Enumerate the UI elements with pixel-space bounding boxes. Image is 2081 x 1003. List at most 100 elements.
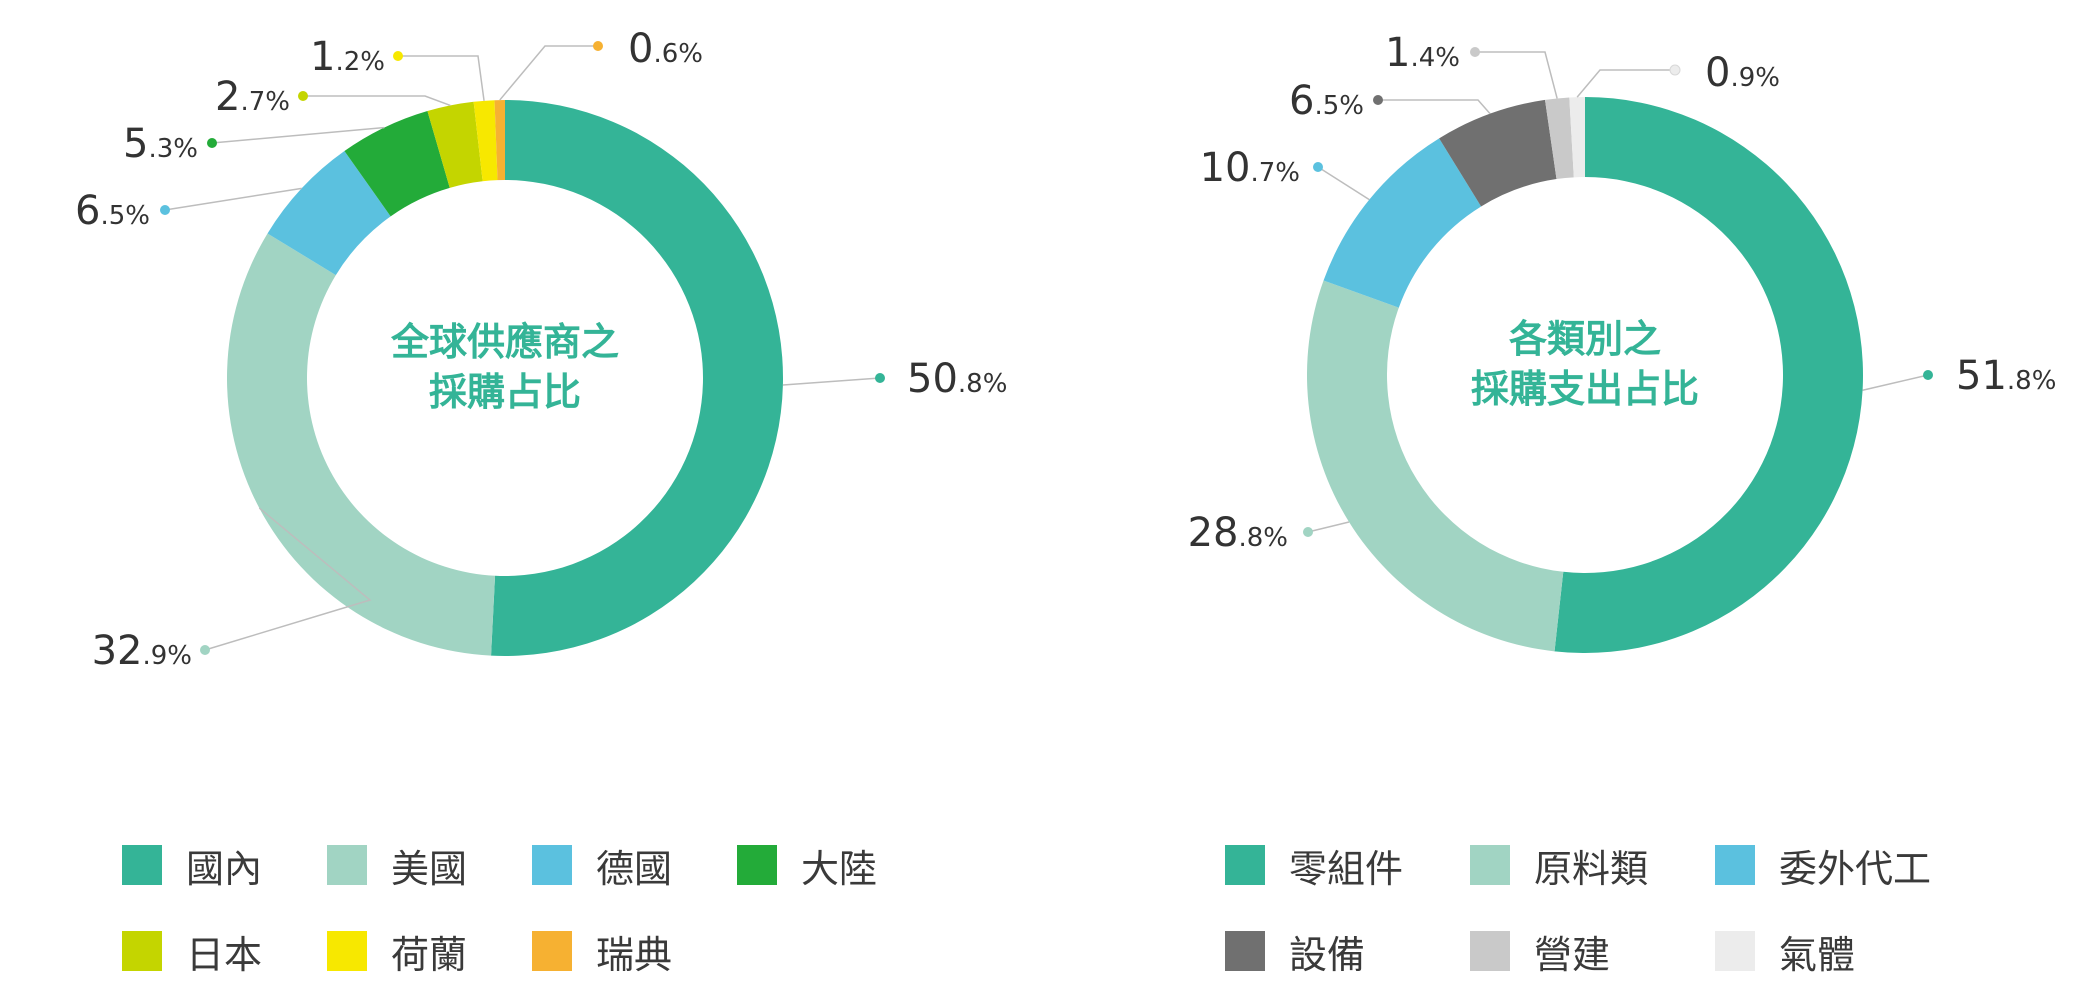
- legend-label: 大陸: [801, 846, 878, 891]
- legend-procurement-by-region: 國內 美國 德國 大陸日本 荷蘭 瑞典: [122, 845, 942, 977]
- legend-label: 美國: [391, 846, 468, 891]
- legend-item-瑞典: 瑞典: [532, 931, 737, 977]
- leader-dot: [1470, 47, 1480, 57]
- leader-line: [204, 507, 372, 651]
- legend-item-委外代工: 委外代工: [1715, 845, 1960, 891]
- data-label: 50.8%: [907, 356, 1007, 402]
- legend-label: 國內: [186, 846, 263, 891]
- chart-title-line: 採購占比: [429, 370, 581, 414]
- legend-swatch: [122, 931, 162, 971]
- slice-大陸: [344, 111, 450, 217]
- legend-swatch: [1715, 931, 1755, 971]
- data-label: 5.3%: [123, 121, 198, 167]
- leader-dot: [160, 205, 170, 215]
- legend-item-荷蘭: 荷蘭: [327, 931, 532, 977]
- legend-procurement-by-category: 零組件 原料類 委外代工設備 營建 氣體: [1225, 845, 1960, 977]
- legend-label: 委外代工: [1779, 846, 1932, 891]
- data-label: 6.5%: [1289, 78, 1364, 124]
- legend-swatch: [737, 845, 777, 885]
- leader-dot: [393, 51, 403, 61]
- leader-dot: [1303, 527, 1313, 537]
- legend-swatch: [532, 845, 572, 885]
- leader-dot: [1923, 370, 1933, 380]
- leader-line: [211, 126, 385, 144]
- slice-日本: [427, 101, 483, 188]
- legend-item-日本: 日本: [122, 931, 327, 977]
- legend-swatch: [1470, 845, 1510, 885]
- legend-label: 營建: [1534, 932, 1611, 977]
- legend-label: 零組件: [1289, 846, 1404, 891]
- leader-dot: [298, 91, 308, 101]
- legend-swatch: [122, 845, 162, 885]
- data-label: 28.8%: [1188, 510, 1288, 556]
- slice-設備: [1439, 99, 1557, 207]
- legend-swatch: [1225, 931, 1265, 971]
- legend-item-營建: 營建: [1470, 931, 1715, 977]
- chart-title-line: 採購支出占比: [1471, 367, 1699, 411]
- leader-line: [303, 95, 451, 107]
- leader-dot: [200, 645, 210, 655]
- leader-line: [1317, 166, 1370, 201]
- data-label: 6.5%: [75, 188, 150, 234]
- legend-item-氣體: 氣體: [1715, 931, 1960, 977]
- slice-美國: [227, 233, 496, 656]
- leader-dot: [1669, 64, 1681, 76]
- leader-line: [398, 55, 485, 101]
- slice-瑞典: [494, 100, 505, 181]
- leader-line: [164, 187, 302, 211]
- legend-label: 瑞典: [596, 932, 673, 977]
- legend-label: 荷蘭: [391, 932, 468, 977]
- legend-label: 氣體: [1779, 932, 1856, 977]
- leader-dot: [875, 373, 885, 383]
- data-label: 2.7%: [215, 74, 290, 120]
- slice-委外代工: [1323, 138, 1482, 308]
- leader-line: [1862, 374, 1929, 391]
- data-label: 1.4%: [1385, 30, 1460, 76]
- chart-title-line: 各類別之: [1509, 317, 1661, 361]
- legend-item-美國: 美國: [327, 845, 532, 891]
- legend-label: 設備: [1289, 932, 1366, 977]
- legend-item-國內: 國內: [122, 845, 327, 891]
- leader-line: [1378, 99, 1491, 115]
- legend-swatch: [1715, 845, 1755, 885]
- data-label: 32.9%: [92, 628, 192, 674]
- slice-營建: [1545, 97, 1574, 180]
- leader-dot: [593, 41, 603, 51]
- legend-label: 原料類: [1534, 846, 1649, 891]
- legend-swatch: [327, 931, 367, 971]
- chart-title-line: 全球供應商之: [390, 320, 619, 364]
- leader-line: [1475, 51, 1558, 99]
- legend-swatch: [1225, 845, 1265, 885]
- legend-swatch: [532, 931, 572, 971]
- legend-label: 日本: [186, 932, 263, 977]
- legend-item-大陸: 大陸: [737, 845, 942, 891]
- slice-原料類: [1307, 280, 1564, 652]
- legend-item-設備: 設備: [1225, 931, 1470, 977]
- legend-item-德國: 德國: [532, 845, 737, 891]
- leader-line: [1576, 69, 1675, 98]
- legend-swatch: [327, 845, 367, 885]
- slice-氣體: [1569, 97, 1585, 178]
- legend-item-零組件: 零組件: [1225, 845, 1470, 891]
- leader-dot: [1373, 95, 1383, 105]
- leader-dot: [1313, 162, 1323, 172]
- legend-label: 德國: [596, 846, 673, 891]
- data-label: 0.6%: [628, 26, 703, 72]
- data-label: 0.9%: [1705, 50, 1780, 96]
- legend-item-原料類: 原料類: [1470, 845, 1715, 891]
- slice-德國: [267, 151, 391, 276]
- leader-dot: [207, 138, 217, 148]
- legend-swatch: [1470, 931, 1510, 971]
- data-label: 1.2%: [310, 34, 385, 80]
- leader-line: [1307, 521, 1350, 533]
- slice-荷蘭: [473, 100, 498, 182]
- data-label: 51.8%: [1956, 353, 2056, 399]
- slice-國內: [491, 100, 784, 656]
- leader-line: [499, 45, 598, 101]
- data-label: 10.7%: [1200, 145, 1300, 191]
- slice-零組件: [1554, 97, 1863, 653]
- leader-line: [782, 377, 881, 386]
